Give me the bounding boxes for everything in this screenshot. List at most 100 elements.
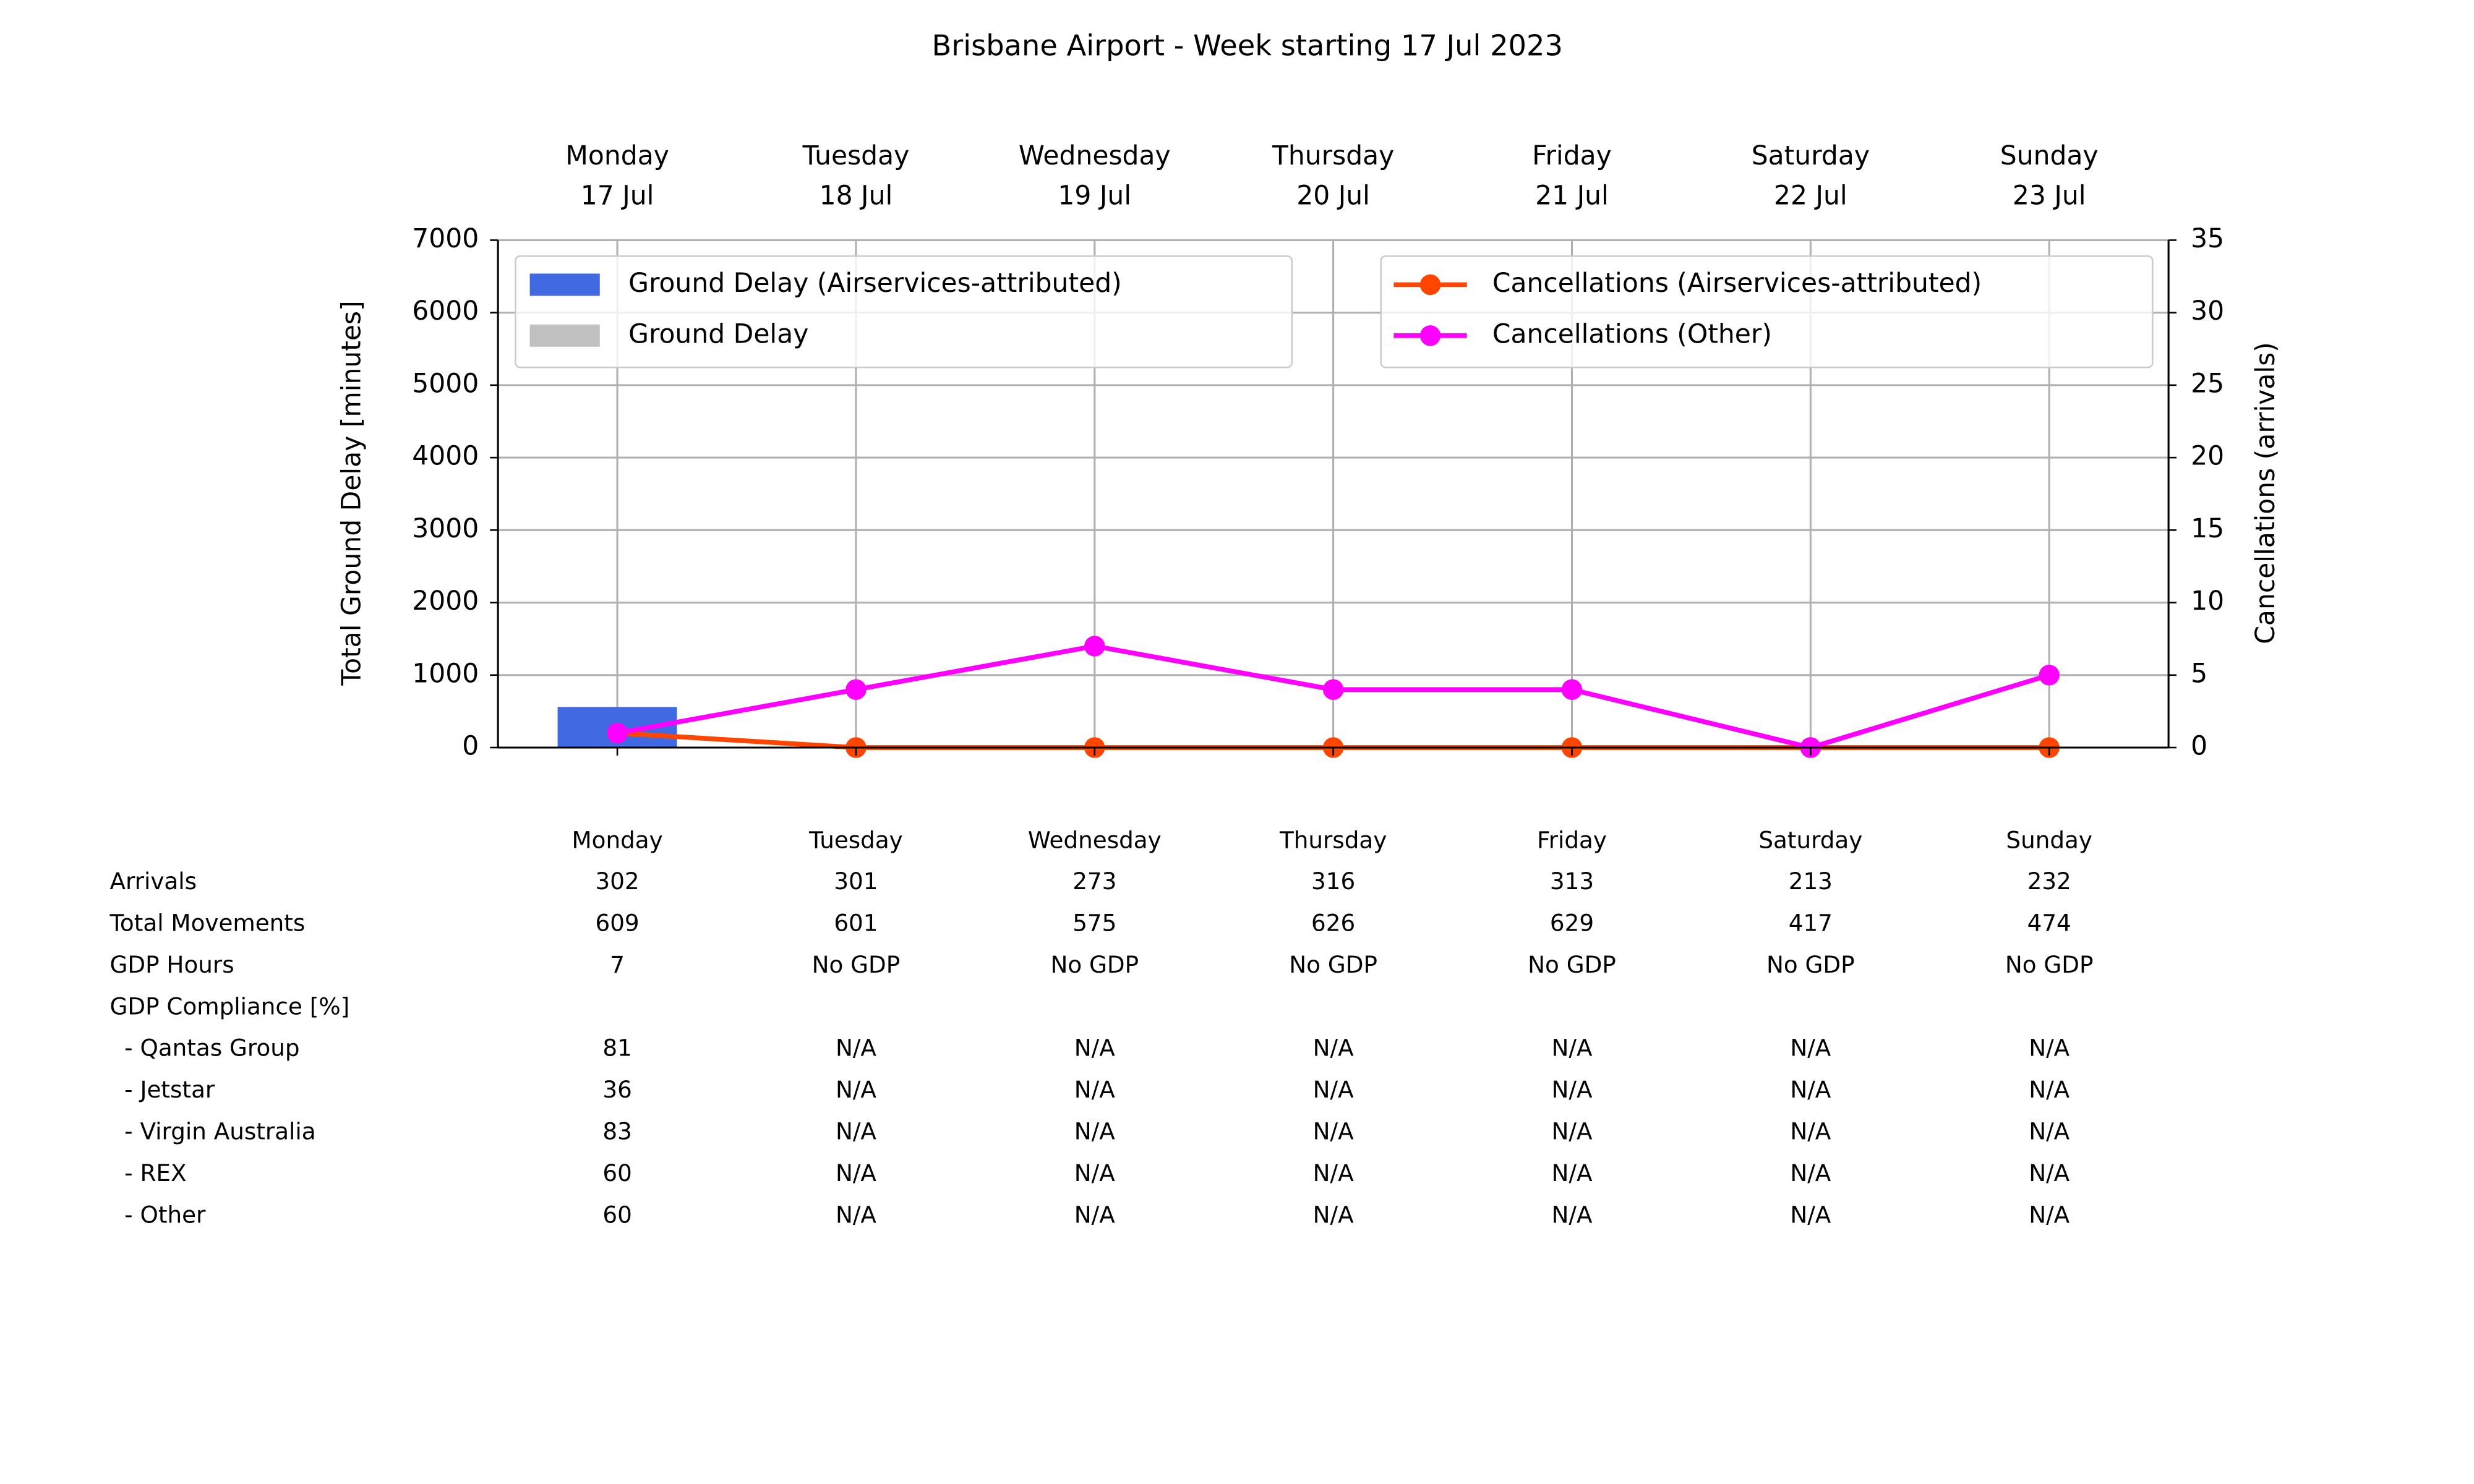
table-cell: 60 xyxy=(602,1201,631,1228)
table-cell: 601 xyxy=(834,910,878,937)
table-cell: No GDP xyxy=(812,951,901,978)
table-cell: No GDP xyxy=(2005,951,2094,978)
legend-swatch xyxy=(529,273,600,296)
y2-tick-label: 20 xyxy=(2191,441,2224,472)
marker xyxy=(1084,636,1105,657)
y-axis-label: Total Ground Delay [minutes] xyxy=(337,301,367,686)
legend-box xyxy=(1380,255,2154,369)
table-cell: N/A xyxy=(1313,1076,1354,1103)
y-tick-label: 7000 xyxy=(412,224,479,254)
x-tick-label: Thursday xyxy=(1272,141,1394,171)
table-cell: 81 xyxy=(602,1034,631,1062)
table-cell: 313 xyxy=(1550,868,1594,895)
table-cell: N/A xyxy=(1552,1159,1593,1187)
legend-marker xyxy=(1419,274,1441,296)
table-row-label: - REX xyxy=(109,1159,186,1187)
legend-box xyxy=(515,255,1293,369)
x-tick-date: 20 Jul xyxy=(1296,181,1370,211)
x-tick-date: 19 Jul xyxy=(1058,181,1131,211)
y2-tick-label: 25 xyxy=(2191,369,2224,399)
x-tick-label: Tuesday xyxy=(802,141,910,171)
table-cell: N/A xyxy=(1313,1201,1354,1228)
table-cell: N/A xyxy=(1790,1159,1831,1187)
table-cell: 301 xyxy=(834,868,878,895)
table-cell: 213 xyxy=(1789,868,1833,895)
legend-label: Cancellations (Airservices-attributed) xyxy=(1492,268,1982,299)
table-cell: N/A xyxy=(1074,1118,1115,1145)
table-header: Sunday xyxy=(2006,826,2092,853)
table-cell: N/A xyxy=(1313,1034,1354,1062)
table-cell: N/A xyxy=(2029,1201,2070,1228)
table-cell: N/A xyxy=(836,1034,876,1062)
table-cell: N/A xyxy=(1074,1159,1115,1187)
table-cell: N/A xyxy=(836,1201,876,1228)
table-cell: N/A xyxy=(1313,1159,1354,1187)
table-row-label: Total Movements xyxy=(109,910,305,937)
x-tick-label: Friday xyxy=(1532,141,1612,171)
table-row-label: Arrivals xyxy=(109,868,197,895)
table-cell: N/A xyxy=(1552,1118,1593,1145)
table-cell: 232 xyxy=(2027,868,2071,895)
y2-tick-label: 10 xyxy=(2191,586,2224,616)
table-cell: No GDP xyxy=(1528,951,1616,978)
x-tick-label: Sunday xyxy=(2000,141,2099,171)
marker xyxy=(2039,665,2060,686)
x-tick-date: 23 Jul xyxy=(2013,181,2086,211)
x-tick-date: 17 Jul xyxy=(581,181,654,211)
table-cell: N/A xyxy=(1552,1034,1593,1062)
legend-label: Ground Delay xyxy=(628,319,808,349)
table-cell: 60 xyxy=(602,1159,631,1187)
table-cell: N/A xyxy=(1790,1076,1831,1103)
table-cell: N/A xyxy=(2029,1034,2070,1062)
table-cell: 629 xyxy=(1550,910,1594,937)
marker xyxy=(1561,679,1583,700)
table-cell: N/A xyxy=(2029,1118,2070,1145)
table-cell: N/A xyxy=(1074,1034,1115,1062)
table-cell: N/A xyxy=(836,1118,876,1145)
table-row-label: - Virgin Australia xyxy=(109,1118,315,1145)
table-row-label: - Jetstar xyxy=(109,1076,215,1103)
marker xyxy=(845,679,867,700)
y-tick-label: 1000 xyxy=(412,659,479,689)
table-cell: N/A xyxy=(1790,1034,1831,1062)
table-cell: N/A xyxy=(2029,1159,2070,1187)
table-cell: 575 xyxy=(1072,910,1116,937)
table-cell: 83 xyxy=(602,1118,631,1145)
table-cell: 273 xyxy=(1072,868,1116,895)
y-tick-label: 3000 xyxy=(412,514,479,544)
legend-label: Ground Delay (Airservices-attributed) xyxy=(628,268,1122,299)
marker xyxy=(607,722,628,744)
table-cell: N/A xyxy=(2029,1076,2070,1103)
y-tick-label: 2000 xyxy=(412,586,479,616)
y-tick-label: 5000 xyxy=(412,369,479,399)
table-row-label: GDP Hours xyxy=(109,951,234,978)
y-tick-label: 6000 xyxy=(412,296,479,326)
table-cell: No GDP xyxy=(1050,951,1139,978)
x-tick-label: Monday xyxy=(565,141,669,171)
table-cell: 609 xyxy=(595,910,639,937)
table-cell: N/A xyxy=(1313,1118,1354,1145)
table-cell: 474 xyxy=(2027,910,2071,937)
y2-tick-label: 15 xyxy=(2191,514,2224,544)
y2-tick-label: 30 xyxy=(2191,296,2224,326)
table-cell: 417 xyxy=(1789,910,1833,937)
y2-tick-label: 0 xyxy=(2191,731,2207,762)
x-tick-date: 21 Jul xyxy=(1535,181,1609,211)
marker xyxy=(1322,679,1344,700)
x-tick-label: Wednesday xyxy=(1019,141,1171,171)
table-cell: 302 xyxy=(595,868,639,895)
table-cell: N/A xyxy=(836,1076,876,1103)
table-header: Monday xyxy=(571,826,662,853)
table-header: Thursday xyxy=(1279,826,1387,853)
table-header: Friday xyxy=(1537,826,1607,853)
table-cell: N/A xyxy=(836,1159,876,1187)
table-cell: 626 xyxy=(1311,910,1355,937)
table-cell: N/A xyxy=(1790,1201,1831,1228)
legend-label: Cancellations (Other) xyxy=(1492,319,1772,349)
table-row-label: - Other xyxy=(109,1201,206,1228)
y2-axis-label: Cancellations (arrivals) xyxy=(2251,342,2281,644)
table-cell: N/A xyxy=(1074,1201,1115,1228)
table-cell: 7 xyxy=(610,951,625,978)
y2-tick-label: 5 xyxy=(2191,659,2207,689)
